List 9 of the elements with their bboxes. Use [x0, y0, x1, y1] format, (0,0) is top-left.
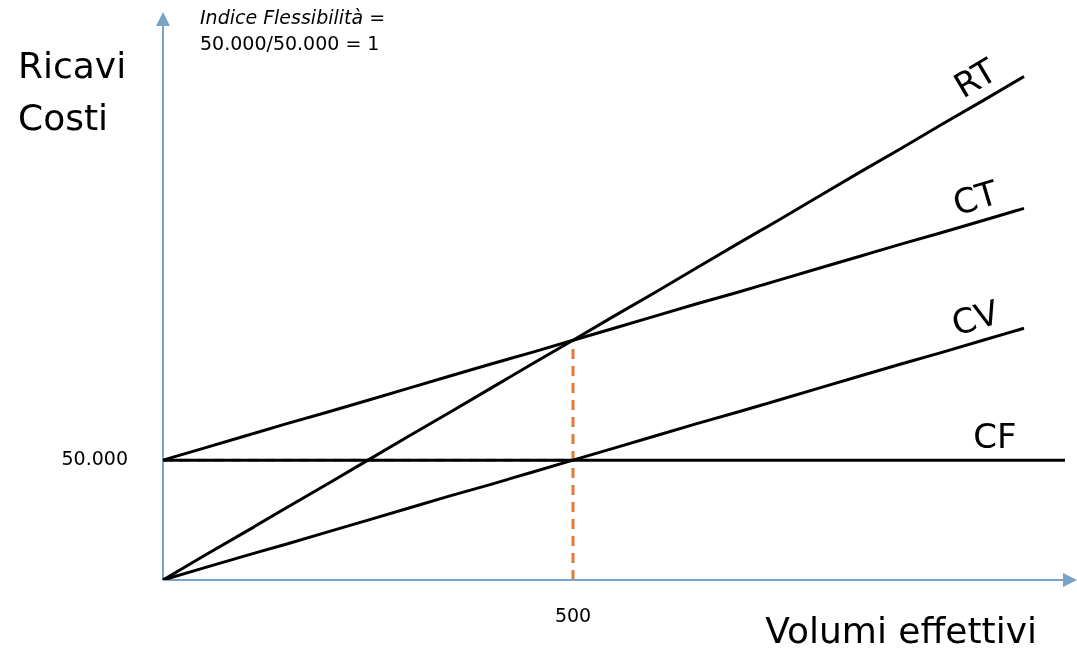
text: 50.000 — [61, 447, 128, 470]
text: CV — [946, 291, 1004, 344]
y-axis-title: Ricavi Costi — [18, 44, 127, 140]
text: RT — [946, 49, 1004, 106]
text: Indice Flessibilità = 50.000/50.000 = 1 — [200, 5, 386, 56]
x-axis-title: Volumi effettivi — [765, 610, 1037, 651]
text: 500 — [554, 604, 592, 627]
series-label: CF — [973, 415, 1017, 456]
text: CT — [948, 172, 1003, 224]
